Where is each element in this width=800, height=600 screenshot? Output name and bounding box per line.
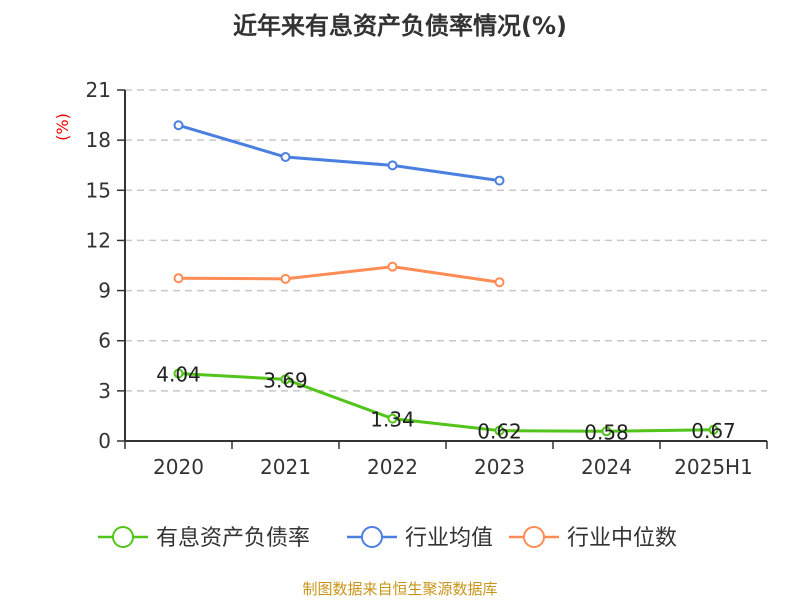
y-tick-label: 12 [86,228,111,252]
data-point [387,261,398,272]
y-axis-label: (%) [53,113,72,141]
data-point [708,424,719,435]
legend-label: 有息资产负债率 [156,526,310,551]
data-point [387,413,398,424]
y-tick-label: 21 [86,78,111,102]
data-point [173,273,184,284]
x-tick-label: 2022 [367,455,418,479]
y-tick-label: 6 [98,329,111,353]
data-point [387,160,398,171]
source-note: 制图数据来自恒生聚源数据库 [302,580,498,598]
data-label: 0.67 [691,419,736,443]
data-point [601,426,612,437]
series-line-2 [178,265,500,284]
x-tick-label: 2020 [153,455,204,479]
x-tick-label: 2023 [474,455,525,479]
data-label: 0.58 [584,420,629,444]
data-label: 0.62 [477,420,522,444]
data-point [280,273,291,284]
chart-title: 近年来有息资产负债率情况(%) [233,12,567,40]
data-point [494,425,505,436]
series-line-0 [178,371,714,433]
y-tick-label: 15 [86,178,111,202]
data-point [173,368,184,379]
data-point [280,374,291,385]
data-point [280,152,291,163]
y-tick-label: 0 [98,429,111,453]
data-label: 3.69 [263,368,308,392]
series-line-1 [178,123,500,183]
legend-marker [361,526,383,548]
data-point [173,120,184,131]
y-tick-label: 3 [98,379,111,403]
data-point [494,175,505,186]
legend-label: 行业中位数 [567,526,677,551]
data-label: 1.34 [370,408,415,432]
legend-marker [112,526,134,548]
data-label: 4.04 [156,362,201,386]
legend-marker [523,526,545,548]
legend-label: 行业均值 [405,526,493,551]
data-point [494,277,505,288]
x-tick-label: 2024 [581,455,632,479]
x-tick-label: 2021 [260,455,311,479]
y-tick-label: 18 [86,128,111,152]
y-tick-label: 9 [98,279,111,303]
x-tick-label: 2025H1 [674,455,753,479]
